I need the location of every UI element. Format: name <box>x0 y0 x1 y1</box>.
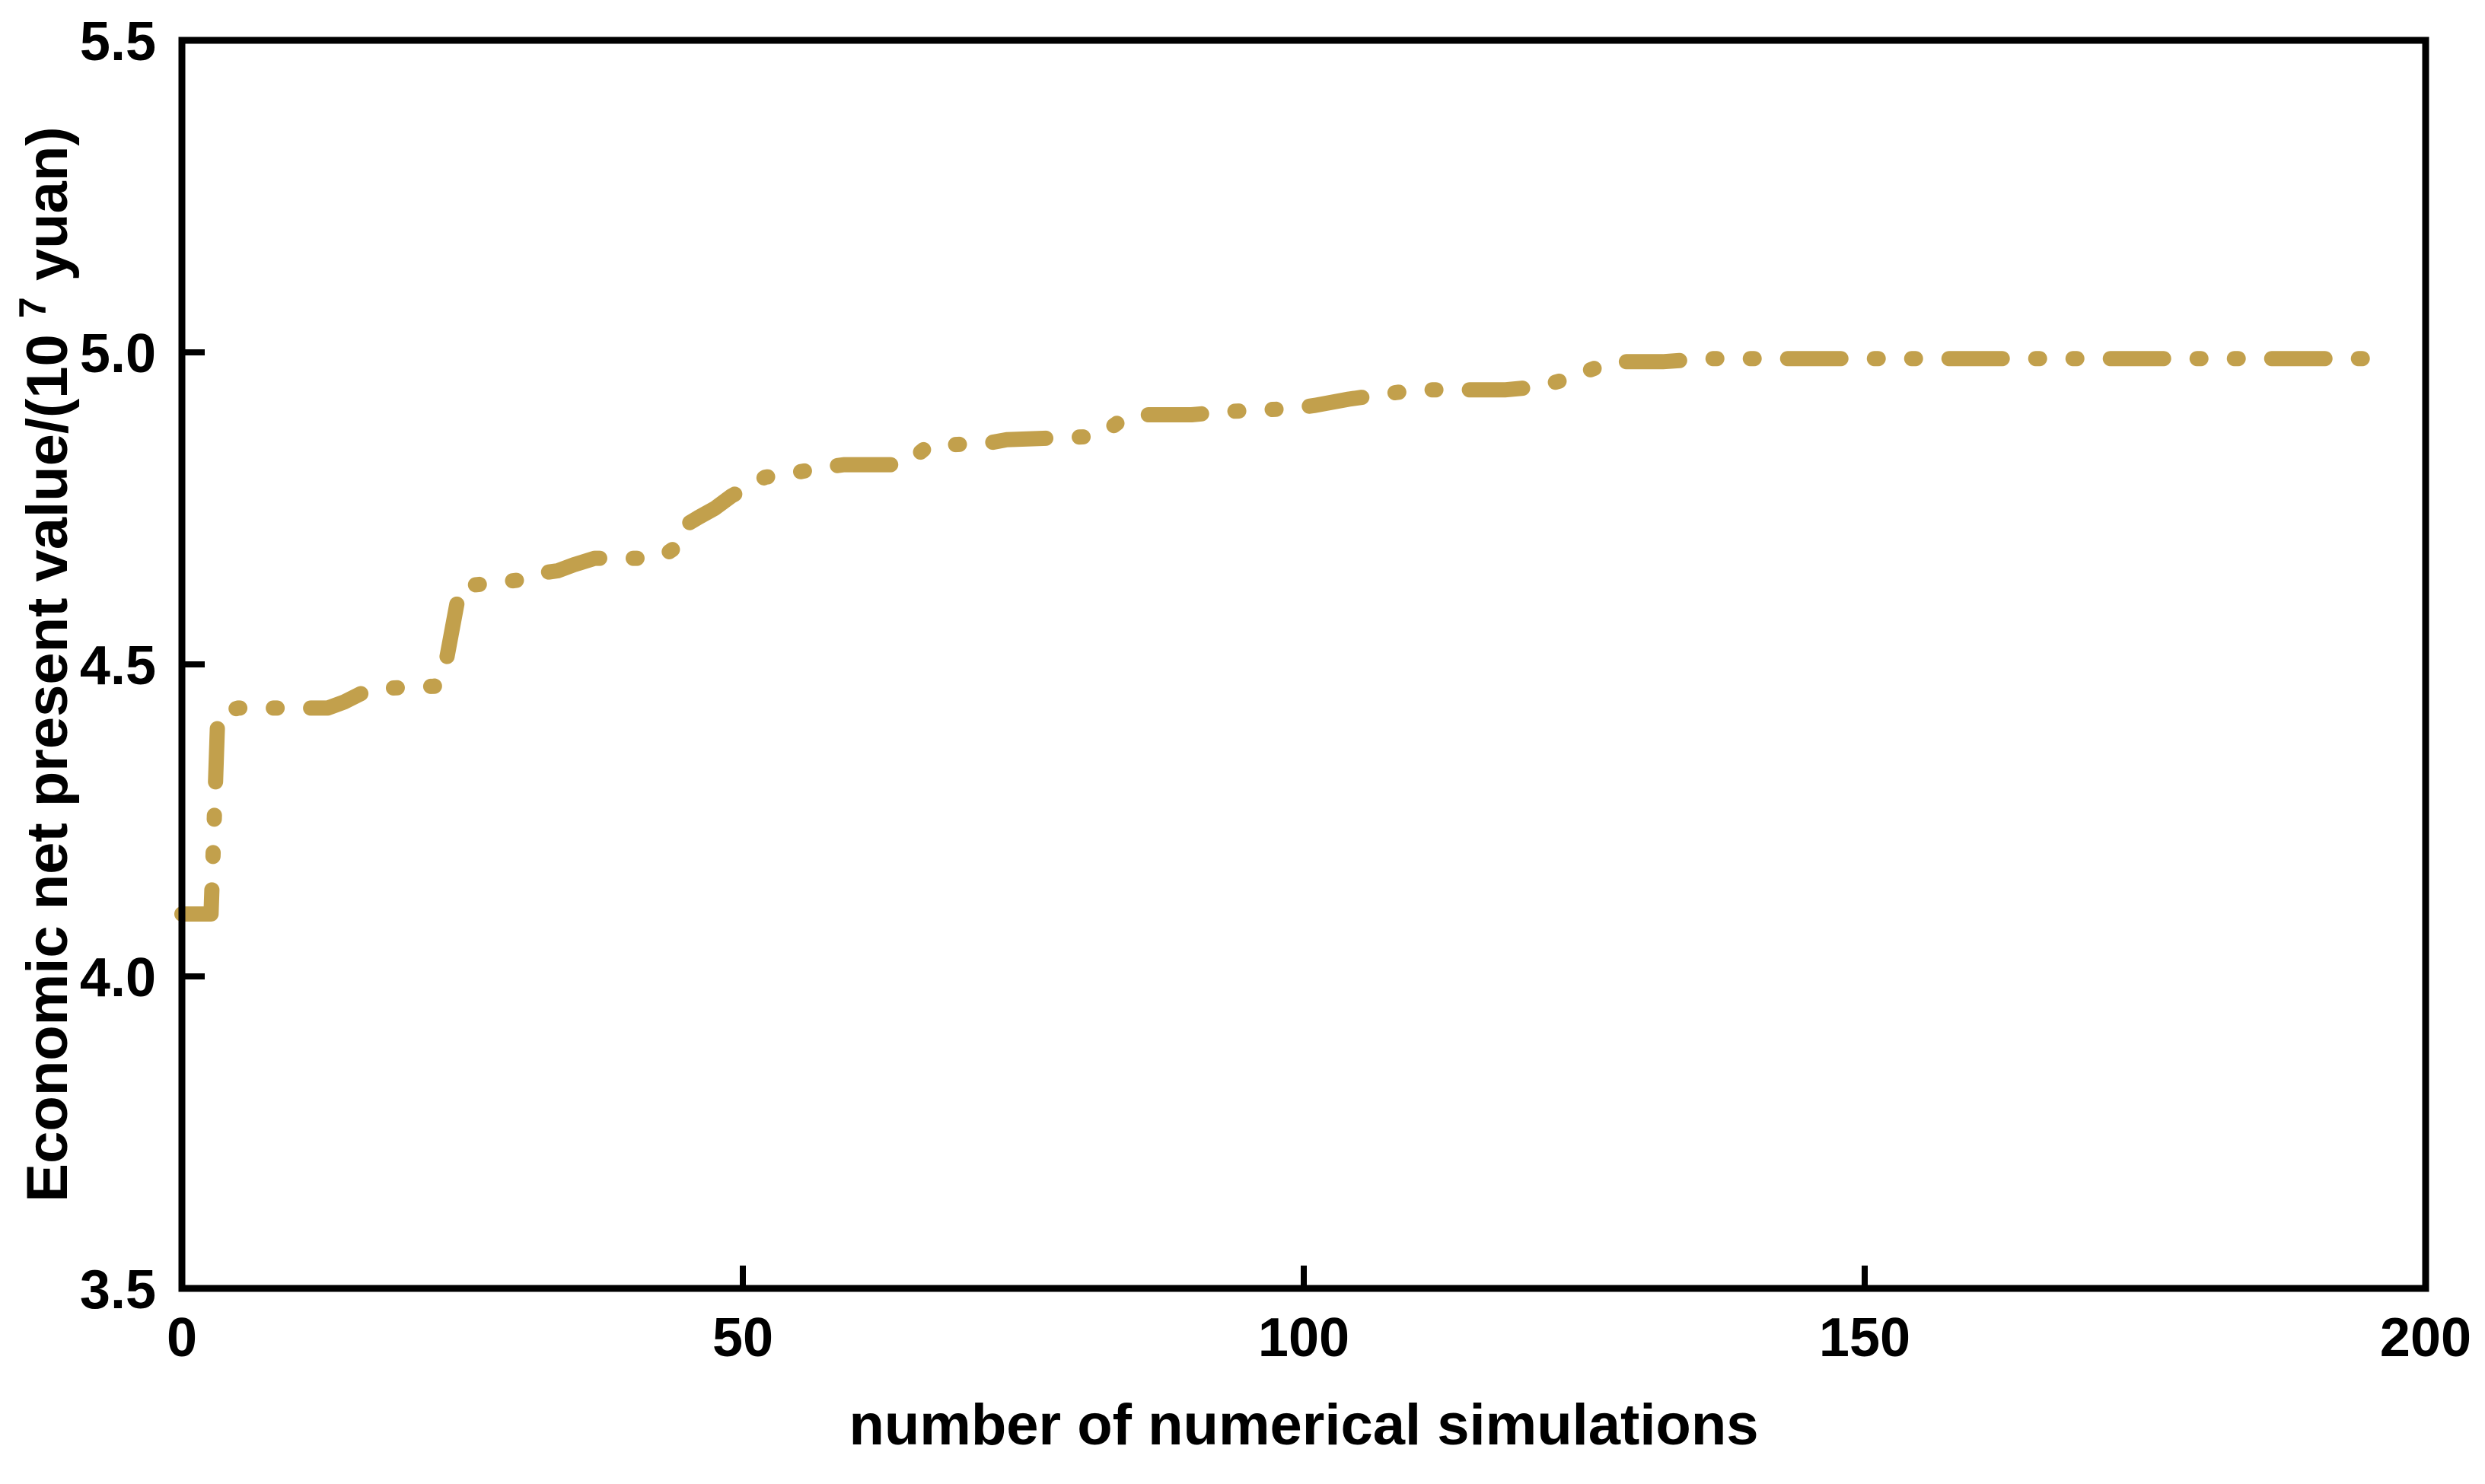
x-tick-label: 100 <box>1258 1307 1349 1368</box>
y-tick-label: 3.5 <box>80 1259 156 1320</box>
y-tick-label: 5.0 <box>80 323 156 384</box>
y-tick-label: 4.0 <box>80 947 156 1008</box>
x-axis-ticks <box>179 1266 2429 1288</box>
x-tick-label: 50 <box>712 1307 773 1368</box>
y-axis-ticks <box>182 37 205 1291</box>
y-axis-title-suffix: yuan) <box>15 126 80 281</box>
y-tick-label: 4.5 <box>80 635 156 696</box>
x-tick-label: 200 <box>2380 1307 2471 1368</box>
x-axis-title: number of numerical simulations <box>849 1393 1758 1457</box>
x-axis-tick-labels: 0 50 100 150 200 <box>167 1307 2471 1368</box>
plot-background <box>182 40 2426 1288</box>
x-tick-label: 0 <box>167 1307 197 1368</box>
y-axis-title: Economic net present value/(10 7 yuan) <box>0 126 80 1202</box>
y-tick-label: 5.5 <box>80 11 156 72</box>
y-axis-title-prefix: Economic net present value/(10 <box>15 334 80 1202</box>
y-axis-tick-labels: 3.5 4.0 4.5 5.0 5.5 <box>80 11 156 1320</box>
x-tick-label: 150 <box>1819 1307 1910 1368</box>
y-axis-title-superscript: 7 <box>11 297 54 318</box>
